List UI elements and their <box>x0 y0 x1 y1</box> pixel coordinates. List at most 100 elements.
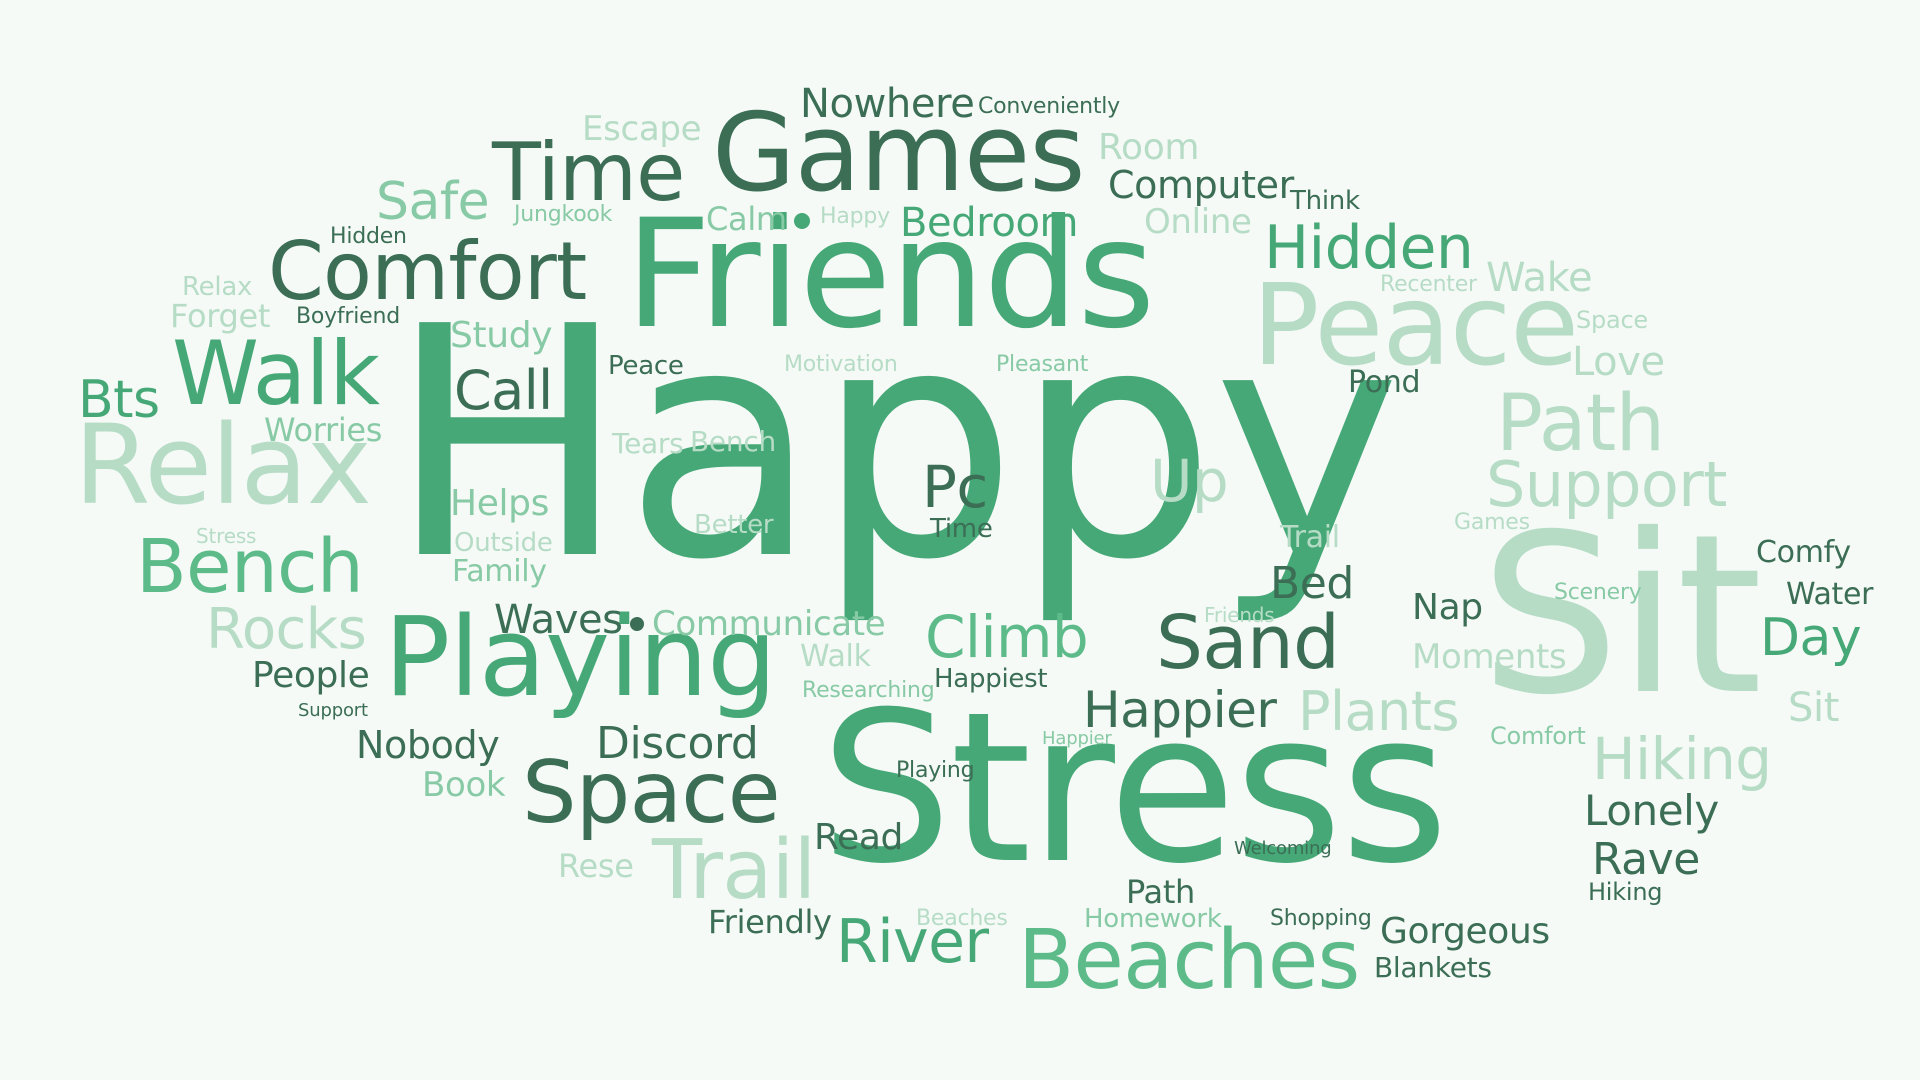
word-forget: Forget <box>170 297 271 335</box>
word-sit-small: Sit <box>1788 685 1839 731</box>
word-welcoming: Welcoming <box>1234 838 1332 859</box>
word-lonely: Lonely <box>1584 786 1719 835</box>
word-games: Games <box>712 91 1085 216</box>
word-happy: Happy <box>388 259 1401 629</box>
word-playing-small: Playing <box>896 758 975 783</box>
word-recenter: Recenter <box>1380 272 1477 297</box>
word-moments: Moments <box>1412 637 1567 677</box>
word-path-small: Path <box>1126 873 1196 911</box>
word-read: Read <box>814 817 904 858</box>
word-helps: Helps <box>450 483 550 524</box>
word-rave: Rave <box>1592 834 1700 885</box>
word-waves: Waves <box>494 597 623 643</box>
word-researching: Researching <box>802 678 935 703</box>
word-think: Think <box>1290 186 1360 216</box>
word-conveniently: Conveniently <box>978 94 1120 119</box>
word-scenery: Scenery <box>1554 580 1642 605</box>
word-homework: Homework <box>1084 904 1222 934</box>
word-room: Room <box>1098 127 1200 168</box>
word-sand: Sand <box>1156 600 1340 686</box>
word-beaches-small: Beaches <box>916 906 1008 931</box>
word-playing: Playing <box>384 593 777 721</box>
word-worries: Worries <box>264 411 383 449</box>
word-stress: Stress <box>820 668 1449 910</box>
word-happier-small: Happier <box>1042 728 1112 749</box>
word-pleasant: Pleasant <box>996 352 1089 377</box>
word-shopping: Shopping <box>1270 906 1372 931</box>
word-pond: Pond <box>1348 365 1421 400</box>
word-hidden-small: Hidden <box>330 224 407 249</box>
word-walk: Walk <box>172 322 380 425</box>
word-rese: Rese <box>558 847 634 885</box>
word-people: People <box>252 655 370 696</box>
word-outside: Outside <box>454 528 553 558</box>
word-boyfriend: Boyfriend <box>296 304 400 329</box>
word-better: Better <box>694 510 774 540</box>
word-day: Day <box>1760 608 1862 668</box>
word-friendly: Friendly <box>708 903 832 941</box>
word-motivation: Motivation <box>784 352 898 377</box>
word-happier: Happier <box>1083 681 1277 739</box>
dot <box>794 213 810 229</box>
word-blankets: Blankets <box>1374 951 1492 984</box>
word-space-small: Space <box>1576 306 1648 334</box>
word-peace: Peace <box>1252 261 1579 391</box>
word-peace-small: Peace <box>608 351 684 381</box>
word-bed: Bed <box>1270 558 1354 609</box>
word-bts: Bts <box>78 370 160 430</box>
word-support-small: Support <box>298 700 368 721</box>
word-happiest: Happiest <box>934 664 1048 694</box>
word-trail-small: Trail <box>1280 520 1340 555</box>
word-hidden: Hidden <box>1264 213 1474 283</box>
word-plants: Plants <box>1298 680 1459 743</box>
dot <box>630 617 644 631</box>
word-time-small: Time <box>930 514 993 544</box>
word-space: Space <box>522 743 781 843</box>
word-games-small: Games <box>1454 510 1530 535</box>
word-calm: Calm <box>706 200 787 238</box>
word-online: Online <box>1144 202 1252 242</box>
word-trail: Trail <box>652 823 816 918</box>
word-comfort-small: Comfort <box>1490 722 1586 750</box>
word-sit: Sit <box>1480 487 1763 743</box>
word-path: Path <box>1496 379 1665 469</box>
word-jungkook: Jungkook <box>514 202 613 227</box>
word-relax-small: Relax <box>182 272 253 302</box>
word-bedroom: Bedroom <box>900 200 1079 246</box>
word-nobody: Nobody <box>356 723 500 767</box>
word-hiking: Hiking <box>1592 725 1772 793</box>
word-wake: Wake <box>1486 255 1593 301</box>
word-river: River <box>836 907 989 977</box>
word-bench-small: Bench <box>690 425 776 458</box>
word-study: Study <box>450 315 553 356</box>
word-bench: Bench <box>136 524 364 610</box>
word-rocks: Rocks <box>206 597 367 662</box>
word-tears: Tears <box>612 427 684 460</box>
word-relax: Relax <box>74 401 372 529</box>
word-safe: Safe <box>376 172 490 232</box>
word-pc: Pc <box>922 453 988 521</box>
word-escape: Escape <box>582 109 702 149</box>
word-hiking-small: Hiking <box>1588 878 1663 906</box>
word-friends: Friends <box>625 188 1155 362</box>
word-comfort: Comfort <box>268 225 587 318</box>
word-beaches: Beaches <box>1018 913 1360 1008</box>
word-comfy: Comfy <box>1756 535 1851 570</box>
word-love: Love <box>1572 339 1665 385</box>
word-call: Call <box>454 359 553 422</box>
word-stress-small: Stress <box>196 524 257 548</box>
word-happy-small: Happy <box>820 204 890 229</box>
word-computer: Computer <box>1108 163 1294 207</box>
word-nap: Nap <box>1412 587 1483 628</box>
word-walk-small: Walk <box>800 639 871 674</box>
word-climb: Climb <box>925 603 1089 671</box>
word-support: Support <box>1486 448 1727 521</box>
word-up: Up <box>1150 447 1229 515</box>
word-water: Water <box>1786 577 1874 612</box>
word-friends-small: Friends <box>1204 603 1275 627</box>
word-discord: Discord <box>596 718 759 769</box>
word-time: Time <box>492 126 685 219</box>
word-communicate: Communicate <box>652 604 886 644</box>
word-family: Family <box>452 554 547 589</box>
